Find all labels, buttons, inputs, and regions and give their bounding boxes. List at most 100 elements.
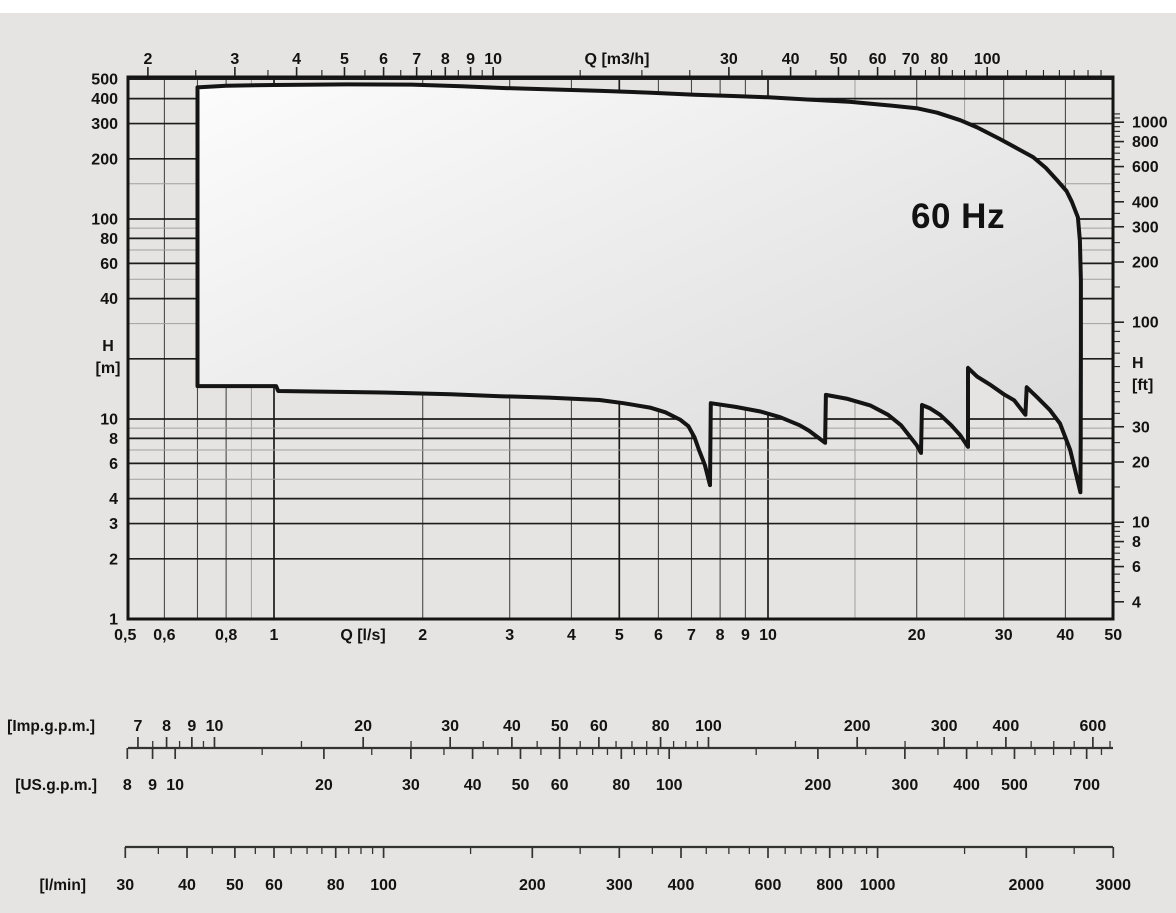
top-axis-tick-label: 10	[484, 51, 502, 68]
l-min-unit-label: [l/min]	[40, 877, 87, 894]
left-axis-tick-label: 80	[100, 231, 118, 248]
l-min-tick-label: 600	[755, 877, 782, 894]
bottom-axis-tick-label: 9	[741, 627, 750, 644]
right-axis-title: H	[1132, 355, 1144, 372]
bottom-axis-tick-label: 10	[759, 627, 777, 644]
us-gpm-tick-label: 300	[892, 777, 919, 794]
top-axis-tick-label: 2	[143, 51, 152, 68]
l-min-tick-label: 200	[519, 877, 546, 894]
left-axis-tick-label: 10	[100, 412, 118, 429]
imp-gpm-tick-label: 20	[354, 718, 372, 735]
top-axis-tick-label: 60	[869, 51, 887, 68]
us-gpm-ruler: 8 9 10 20 30 40 50 60 80 100 200 300 400 500 700 [US.g.…	[15, 748, 1103, 794]
bottom-axis-tick-label: 7	[687, 627, 696, 644]
left-axis-tick-label: 100	[91, 212, 118, 229]
us-gpm-tick-label: 200	[805, 777, 832, 794]
left-axis-tick-label: 3	[109, 516, 118, 533]
right-axis-tick-label: 6	[1132, 559, 1141, 576]
us-gpm-tick-label: 30	[402, 777, 420, 794]
us-gpm-unit-label: [US.g.p.m.]	[15, 777, 97, 794]
imp-gpm-tick-label: 300	[931, 718, 958, 735]
top-axis-title: Q [m3/h]	[585, 51, 650, 68]
top-axis-tick-label: 80	[930, 51, 948, 68]
top-axis-tick-label: 50	[830, 51, 848, 68]
top-axis-tick-label: 7	[412, 51, 421, 68]
imp-gpm-tick-label: 100	[695, 718, 722, 735]
us-gpm-tick-label: 8	[123, 777, 132, 794]
us-gpm-tick-label: 100	[656, 777, 683, 794]
top-white-strip	[0, 0, 1176, 13]
imp-gpm-tick-label: 8	[162, 718, 171, 735]
top-axis-tick-label: 100	[974, 51, 1001, 68]
top-axis-tick-label: 70	[902, 51, 920, 68]
left-axis-tick-label: 500	[91, 72, 118, 89]
right-axis: 1000 800 600 400 300 200 100 30 20 10 8 6 4 H [ft]	[1114, 113, 1168, 611]
us-gpm-tick-label: 10	[166, 777, 184, 794]
l-min-tick-label: 40	[178, 877, 196, 894]
bottom-axis-tick-label: 2	[418, 627, 427, 644]
right-axis-tick-label: 30	[1132, 419, 1150, 436]
us-gpm-tick-label: 700	[1073, 777, 1100, 794]
bottom-axis-tick-label: 8	[716, 627, 725, 644]
imp-gpm-tick-label: 10	[206, 718, 224, 735]
imp-gpm-tick-label: 7	[133, 718, 142, 735]
bottom-axis-tick-label: 6	[654, 627, 663, 644]
right-axis-tick-label: 300	[1132, 219, 1159, 236]
left-axis-tick-label: 300	[91, 116, 118, 133]
l-min-tick-label: 100	[370, 877, 397, 894]
imp-gpm-tick-label: 600	[1080, 718, 1107, 735]
imp-gpm-tick-label: 60	[590, 718, 608, 735]
l-min-tick-label: 50	[226, 877, 244, 894]
top-axis-tick-label: 4	[292, 51, 301, 68]
bottom-axis: 0,5 0,6 0,8 1 2 3 4 5 6 7 8 9 10 20 30 40 50 Q [l/s]	[114, 627, 1122, 644]
l-min-tick-label: 300	[606, 877, 633, 894]
left-axis-tick-label: 400	[91, 91, 118, 108]
top-axis-tick-label: 5	[340, 51, 349, 68]
right-axis-tick-label: 1000	[1132, 115, 1168, 132]
bottom-axis-title: Q [l/s]	[340, 627, 385, 644]
imp-gpm-tick-label: 9	[187, 718, 196, 735]
left-axis-tick-label: 60	[100, 256, 118, 273]
l-min-tick-label: 1000	[860, 877, 896, 894]
right-axis-tick-label: 100	[1132, 315, 1159, 332]
right-axis-title: [ft]	[1132, 377, 1153, 394]
l-min-tick-label: 80	[327, 877, 345, 894]
right-axis-tick-label: 10	[1132, 515, 1150, 532]
top-axis-tick-label: 6	[379, 51, 388, 68]
bottom-axis-tick-label: 4	[567, 627, 576, 644]
l-min-tick-label: 30	[116, 877, 134, 894]
left-axis-tick-label: 4	[109, 491, 118, 508]
bottom-axis-tick-label: 0,8	[215, 627, 237, 644]
left-axis: 500 400 300 200 100 80 60 40 10 8 6 4 3 2 1 H [m]	[91, 72, 120, 629]
bottom-axis-tick-label: 5	[615, 627, 624, 644]
left-axis-title: [m]	[96, 360, 121, 377]
right-axis-tick-label: 600	[1132, 159, 1159, 176]
right-axis-tick-label: 4	[1132, 594, 1141, 611]
right-axis-tick-label: 200	[1132, 254, 1159, 271]
left-axis-tick-label: 6	[109, 456, 118, 473]
left-axis-tick-label: 8	[109, 431, 118, 448]
l-min-tick-label: 3000	[1095, 877, 1131, 894]
us-gpm-tick-label: 50	[512, 777, 530, 794]
l-min-tick-label: 800	[816, 877, 843, 894]
bottom-axis-tick-label: 0,6	[153, 627, 175, 644]
l-min-tick-label: 400	[668, 877, 695, 894]
us-gpm-tick-label: 80	[612, 777, 630, 794]
top-axis: 2 3 4 5 6 7 8 9 10 30 40 50 60 70 80 100 Q [m3/h]	[143, 51, 1102, 76]
right-axis-tick-label: 400	[1132, 194, 1159, 211]
bottom-axis-tick-label: 30	[995, 627, 1013, 644]
imp-gpm-tick-label: 400	[993, 718, 1020, 735]
top-axis-tick-label: 9	[466, 51, 475, 68]
imp-gpm-tick-label: 80	[652, 718, 670, 735]
left-axis-tick-label: 1	[109, 612, 118, 629]
left-axis-tick-label: 2	[109, 551, 118, 568]
left-axis-tick-label: 40	[100, 291, 118, 308]
top-axis-tick-label: 40	[782, 51, 800, 68]
top-axis-tick-label: 30	[720, 51, 738, 68]
imp-gpm-tick-label: 50	[551, 718, 569, 735]
bottom-axis-tick-label: 20	[908, 627, 926, 644]
bottom-axis-tick-label: 40	[1057, 627, 1075, 644]
plot-border	[126, 75, 1115, 621]
